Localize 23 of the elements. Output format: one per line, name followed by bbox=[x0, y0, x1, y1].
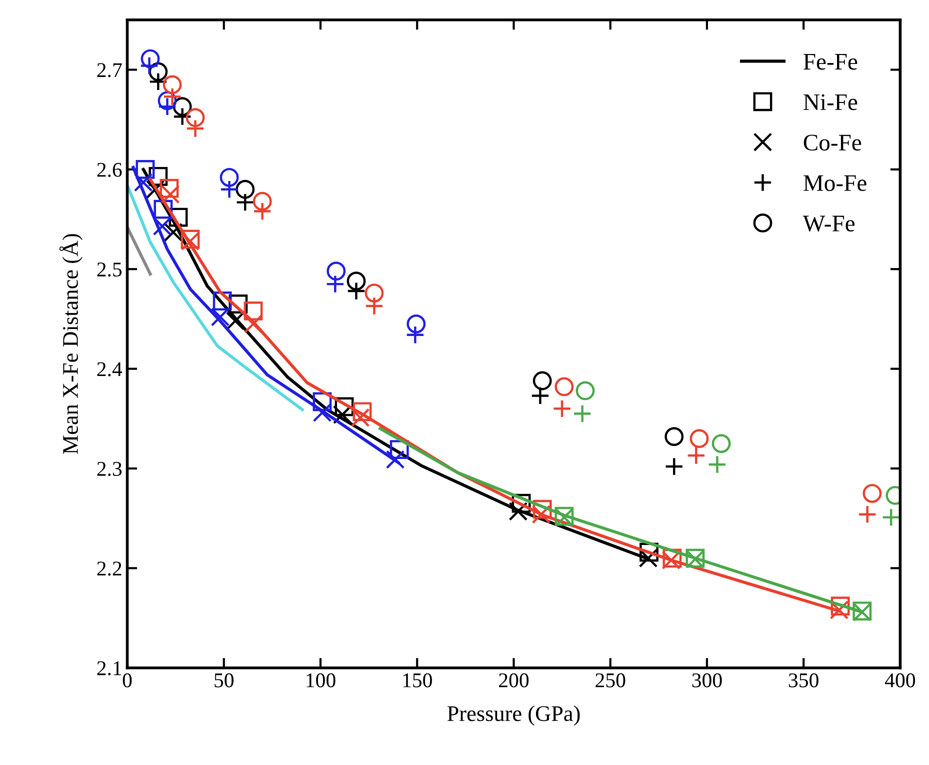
y-tick-label: 2.2 bbox=[97, 562, 122, 576]
y-tick-label: 2.6 bbox=[97, 162, 122, 177]
legend-label: Ni-Fe bbox=[804, 94, 858, 110]
y-tick-label: 2.7 bbox=[97, 63, 122, 78]
x-tick-label: 150 bbox=[403, 673, 432, 688]
y-axis-title: Mean X-Fe Distance (Å) bbox=[59, 234, 82, 454]
legend-label: Fe-Fe bbox=[804, 54, 858, 70]
y-tick-label: 2.4 bbox=[97, 362, 122, 376]
x-tick-label: 250 bbox=[596, 673, 626, 688]
legend-label: W-Fe bbox=[802, 216, 855, 232]
y-tick-label: 2.5 bbox=[97, 262, 122, 277]
legend-label: Co-Fe bbox=[804, 134, 862, 151]
x-tick-label: 300 bbox=[692, 673, 722, 688]
x-tick-label: 0 bbox=[122, 673, 132, 688]
x-axis-title: Pressure (GPa) bbox=[447, 705, 580, 726]
x-tick-label: 200 bbox=[499, 673, 529, 688]
y-tick-label: 2.3 bbox=[97, 462, 122, 476]
x-tick-label: 100 bbox=[306, 673, 336, 688]
x-tick-label: 400 bbox=[884, 673, 916, 688]
legend-label: Mo-Fe bbox=[804, 175, 866, 192]
x-tick-label: 50 bbox=[214, 673, 234, 688]
x-tick-label: 350 bbox=[788, 673, 818, 688]
y-tick-label: 2.1 bbox=[97, 661, 122, 676]
